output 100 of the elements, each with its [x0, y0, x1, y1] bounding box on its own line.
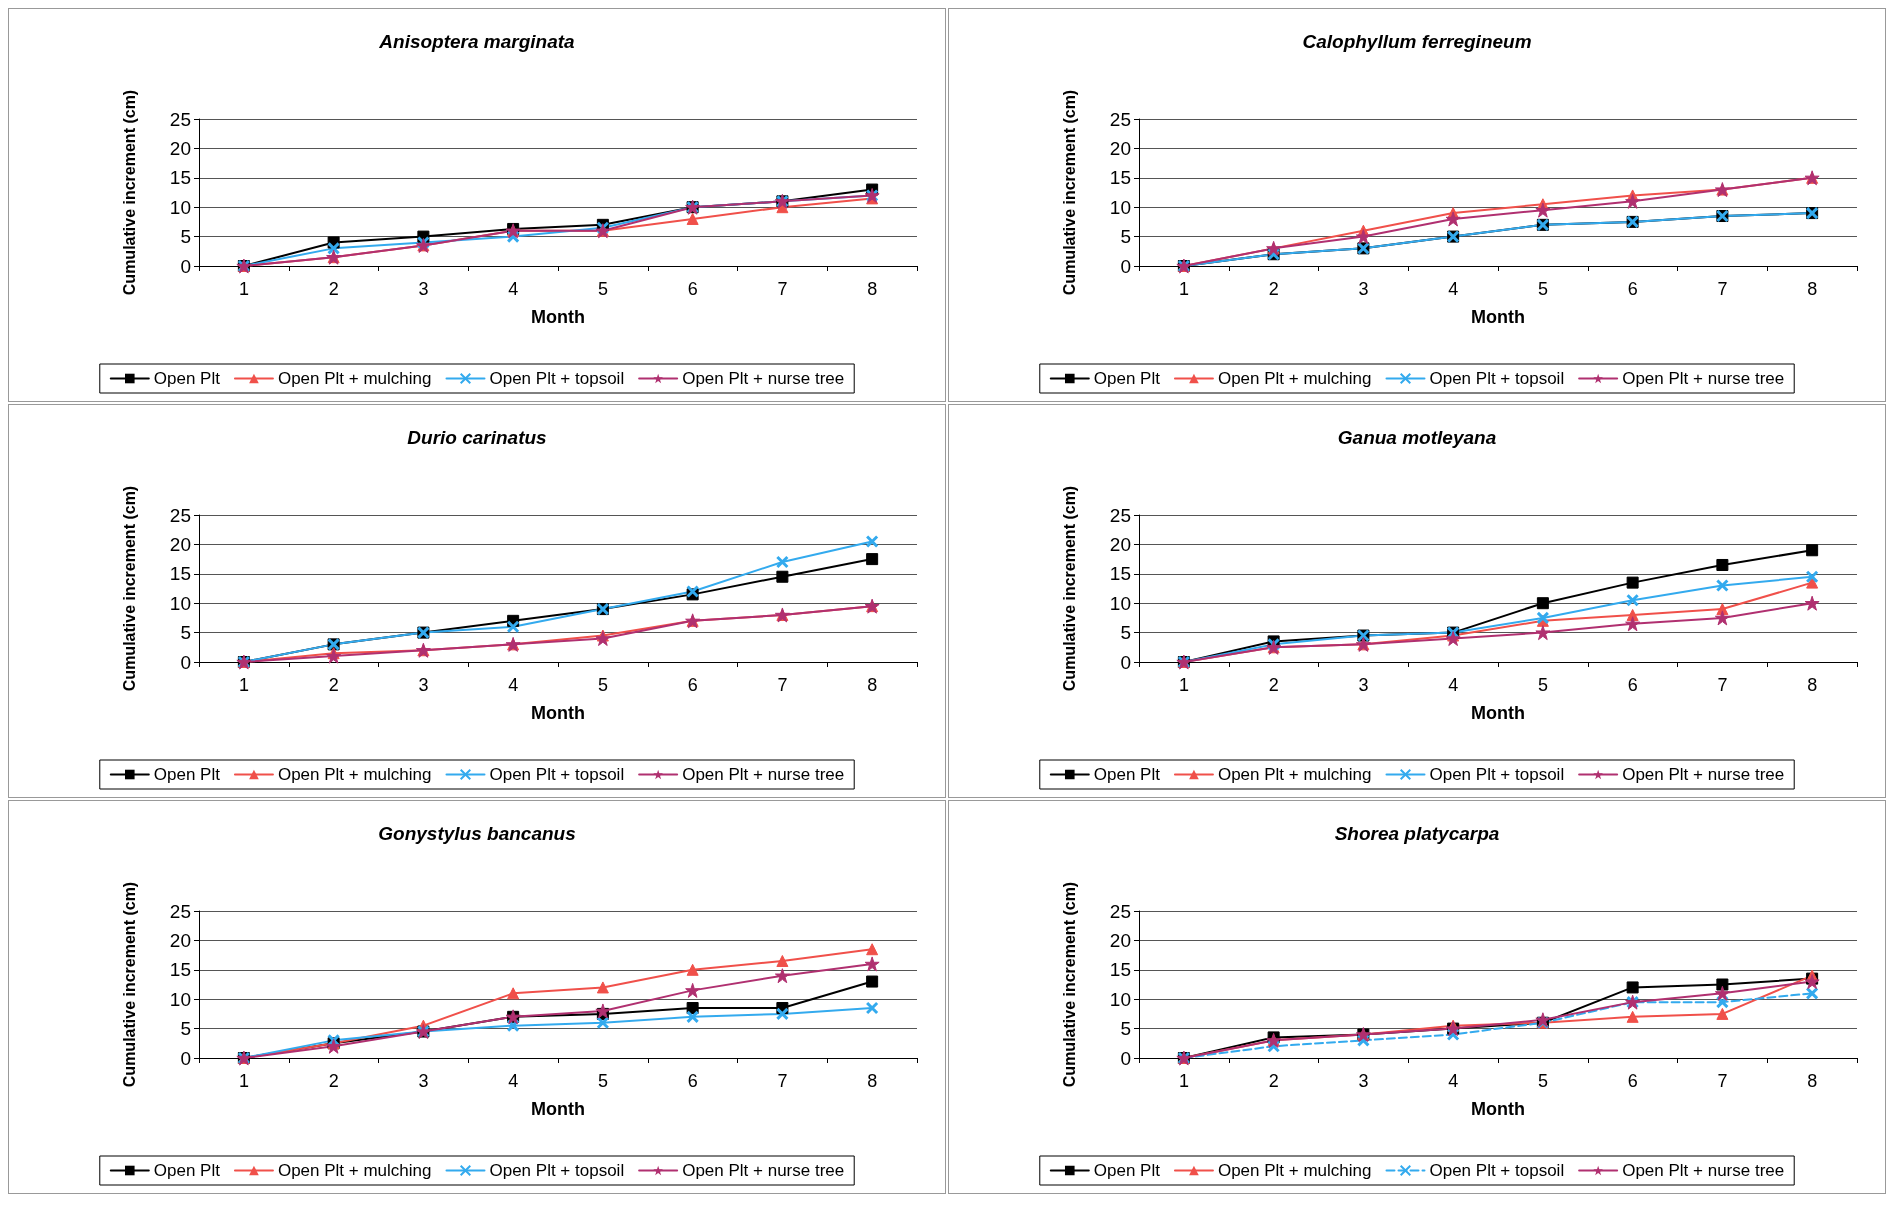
y-axis-title: Cumulative increment (cm)	[120, 485, 138, 692]
x-tick-label: 4	[508, 279, 519, 299]
y-tick-label: 25	[1109, 504, 1131, 526]
y-tick-label: 10	[169, 196, 191, 218]
x-tick-label: 7	[1717, 675, 1728, 695]
legend-label: Open Plt + mulching	[277, 369, 432, 388]
legend-label: Open Plt + topsoil	[1429, 369, 1565, 388]
x-tick-label: 3	[1358, 279, 1369, 299]
y-tick-label: 15	[169, 167, 191, 189]
x-tick-label: 1	[1178, 1071, 1189, 1091]
x-tick-label: 4	[1448, 1071, 1459, 1091]
legend-label: Open Plt + topsoil	[489, 765, 625, 784]
y-tick-label: 20	[1109, 533, 1131, 555]
legend-label: Open Plt	[1093, 1161, 1161, 1180]
x-axis-title: Month	[531, 307, 585, 327]
legend-label: Open Plt + mulching	[1217, 369, 1372, 388]
x-tick-label: 1	[238, 675, 249, 695]
y-tick-label: 10	[169, 592, 191, 614]
x-tick-label: 3	[1358, 675, 1369, 695]
legend-label: Open Plt	[153, 765, 221, 784]
chart-title: Calophyllum ferregineum	[1302, 31, 1532, 52]
y-tick-label: 20	[169, 533, 191, 555]
y-tick-label: 20	[169, 137, 191, 159]
y-tick-label: 0	[180, 255, 191, 277]
x-axis-title: Month	[1471, 1099, 1525, 1119]
y-tick-label: 5	[1120, 226, 1131, 248]
y-tick-label: 10	[1109, 592, 1131, 614]
legend-label: Open Plt + topsoil	[489, 1161, 625, 1180]
x-tick-label: 6	[1627, 279, 1638, 299]
x-tick-label: 7	[777, 279, 788, 299]
x-tick-label: 5	[1537, 675, 1548, 695]
chart-title: Ganua motleyana	[1337, 427, 1497, 448]
y-axis-title: Cumulative increment (cm)	[1060, 881, 1078, 1088]
y-tick-label: 5	[1120, 622, 1131, 644]
y-tick-label: 25	[169, 900, 191, 922]
x-tick-label: 2	[1268, 675, 1279, 695]
x-tick-label: 8	[867, 1071, 878, 1091]
y-tick-label: 5	[180, 622, 191, 644]
x-tick-label: 8	[1807, 675, 1818, 695]
legend-label: Open Plt + nurse tree	[1622, 1161, 1785, 1180]
y-tick-label: 0	[1120, 651, 1131, 673]
x-tick-label: 5	[597, 675, 608, 695]
x-tick-label: 2	[328, 1071, 339, 1091]
x-tick-label: 2	[328, 279, 339, 299]
legend-label: Open Plt	[1093, 765, 1161, 784]
x-tick-label: 3	[1358, 1071, 1369, 1091]
y-axis-title: Cumulative increment (cm)	[120, 89, 138, 296]
y-tick-label: 0	[180, 1047, 191, 1069]
legend-label: Open Plt	[153, 1161, 221, 1180]
x-tick-label: 5	[1537, 1071, 1548, 1091]
y-axis-title: Cumulative increment (cm)	[1060, 485, 1078, 692]
y-tick-label: 20	[1109, 137, 1131, 159]
x-tick-label: 7	[1717, 279, 1728, 299]
x-tick-label: 8	[1807, 1071, 1818, 1091]
x-tick-label: 7	[777, 1071, 788, 1091]
y-axis-title: Cumulative increment (cm)	[120, 881, 138, 1088]
x-tick-label: 3	[418, 1071, 429, 1091]
x-tick-label: 7	[777, 675, 788, 695]
legend-label: Open Plt + mulching	[277, 1161, 432, 1180]
x-tick-label: 4	[1448, 279, 1459, 299]
x-tick-label: 5	[1537, 279, 1548, 299]
x-tick-label: 2	[328, 675, 339, 695]
legend-label: Open Plt + mulching	[1217, 1161, 1372, 1180]
chart-title: Gonystylus bancanus	[378, 823, 576, 844]
x-tick-label: 3	[418, 279, 429, 299]
x-axis-title: Month	[531, 703, 585, 723]
y-tick-label: 5	[180, 1018, 191, 1040]
chart-title: Anisoptera marginata	[378, 31, 576, 52]
x-tick-label: 6	[1627, 675, 1638, 695]
chart-title: Durio carinatus	[407, 427, 547, 448]
legend-label: Open Plt + nurse tree	[682, 369, 845, 388]
legend-label: Open Plt	[1093, 369, 1161, 388]
x-tick-label: 7	[1717, 1071, 1728, 1091]
x-tick-label: 6	[687, 675, 698, 695]
x-tick-label: 3	[418, 675, 429, 695]
legend-label: Open Plt + nurse tree	[1622, 765, 1785, 784]
y-tick-label: 10	[1109, 988, 1131, 1010]
x-tick-label: 8	[1807, 279, 1818, 299]
y-tick-label: 5	[180, 226, 191, 248]
legend-label: Open Plt + nurse tree	[1622, 369, 1785, 388]
y-tick-label: 15	[1109, 167, 1131, 189]
legend-label: Open Plt + topsoil	[489, 369, 625, 388]
legend-label: Open Plt + nurse tree	[682, 765, 845, 784]
x-tick-label: 6	[687, 279, 698, 299]
y-tick-label: 25	[169, 504, 191, 526]
chart-title: Shorea platycarpa	[1334, 823, 1500, 844]
y-tick-label: 15	[169, 959, 191, 981]
x-axis-title: Month	[531, 1099, 585, 1119]
x-tick-label: 2	[1268, 1071, 1279, 1091]
y-tick-label: 20	[169, 929, 191, 951]
y-tick-label: 25	[1109, 900, 1131, 922]
x-tick-label: 6	[687, 1071, 698, 1091]
x-tick-label: 4	[508, 1071, 519, 1091]
y-tick-label: 15	[1109, 563, 1131, 585]
y-tick-label: 20	[1109, 929, 1131, 951]
x-tick-label: 1	[1178, 279, 1189, 299]
y-tick-label: 0	[180, 651, 191, 673]
x-tick-label: 8	[867, 675, 878, 695]
y-tick-label: 15	[169, 563, 191, 585]
y-tick-label: 0	[1120, 1047, 1131, 1069]
